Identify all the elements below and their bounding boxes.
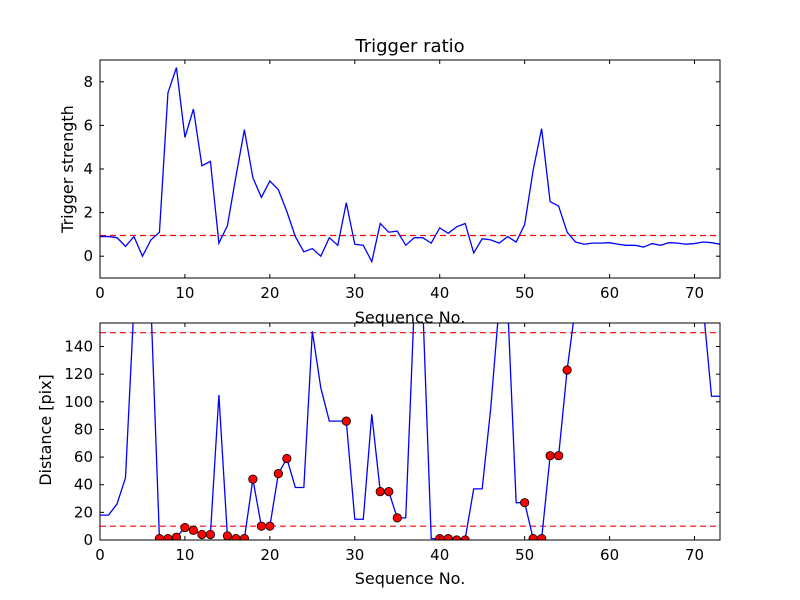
data-point-marker (562, 365, 572, 375)
x-tick-label: 60 (600, 546, 619, 564)
data-point-marker (256, 521, 266, 531)
y-tick-label: 2 (83, 204, 93, 222)
data-point-marker (384, 487, 394, 497)
data-point-marker (341, 416, 351, 426)
data-point-marker (375, 487, 385, 497)
plot1-title: Trigger ratio (354, 36, 464, 57)
y-tick-label: 80 (74, 420, 93, 438)
y-tick-label: 40 (74, 476, 93, 494)
plot2-frame (99, 322, 721, 541)
y-tick-label: 6 (83, 116, 93, 134)
data-point-marker (265, 521, 275, 531)
trigger-ratio-plot: Trigger ratio 0 10 20 30 40 50 60 70 0 2 4 6 8 Seque… (58, 36, 721, 327)
y-tick-label: 4 (83, 160, 93, 178)
y-tick-label: 20 (74, 503, 93, 521)
y-tick-label: 120 (64, 365, 93, 383)
data-point-marker (554, 451, 564, 461)
plot2-ylabel: Distance [pix] (36, 374, 55, 486)
x-tick-label: 20 (260, 546, 279, 564)
y-tick-label: 60 (74, 448, 93, 466)
data-point-marker (282, 453, 292, 464)
distance-plot: 0 10 20 30 40 50 60 70 0 20 40 60 80 100 120 140 Sequen… (36, 322, 721, 588)
data-point-marker (171, 532, 182, 540)
x-tick-label: 60 (600, 284, 619, 302)
x-tick-label: 10 (175, 546, 194, 564)
data-point-marker (197, 529, 207, 540)
y-tick-label: 100 (64, 393, 93, 411)
x-tick-label: 70 (685, 284, 704, 302)
data-point-marker (248, 474, 258, 484)
plot1-ylabel: Trigger strength (58, 105, 77, 234)
x-tick-label: 0 (95, 284, 105, 302)
data-point-marker (239, 534, 249, 540)
x-tick-label: 30 (345, 546, 364, 564)
x-tick-label: 40 (430, 546, 449, 564)
plot2-xlabel: Sequence No. (355, 569, 466, 588)
plot1-xlabel: Sequence No. (355, 308, 466, 327)
y-tick-label: 0 (83, 247, 93, 265)
x-tick-label: 10 (175, 284, 194, 302)
x-tick-label: 40 (430, 284, 449, 302)
x-tick-label: 20 (260, 284, 279, 302)
data-point-marker (205, 529, 216, 540)
x-tick-label: 50 (515, 546, 534, 564)
y-tick-label: 8 (83, 73, 93, 91)
data-point-marker (222, 531, 232, 540)
y-tick-label: 140 (64, 337, 93, 355)
data-point-marker (545, 451, 555, 461)
data-point-marker (188, 525, 199, 535)
data-point-marker (392, 513, 402, 523)
x-tick-label: 70 (685, 546, 704, 564)
x-tick-label: 30 (345, 284, 364, 302)
data-point-marker (520, 498, 530, 508)
series-line (100, 67, 720, 264)
x-tick-label: 0 (95, 546, 105, 564)
data-point-marker (537, 534, 547, 540)
y-tick-label: 0 (83, 531, 93, 549)
data-point-marker (180, 522, 190, 533)
x-tick-label: 50 (515, 284, 534, 302)
data-point-marker (273, 469, 283, 479)
